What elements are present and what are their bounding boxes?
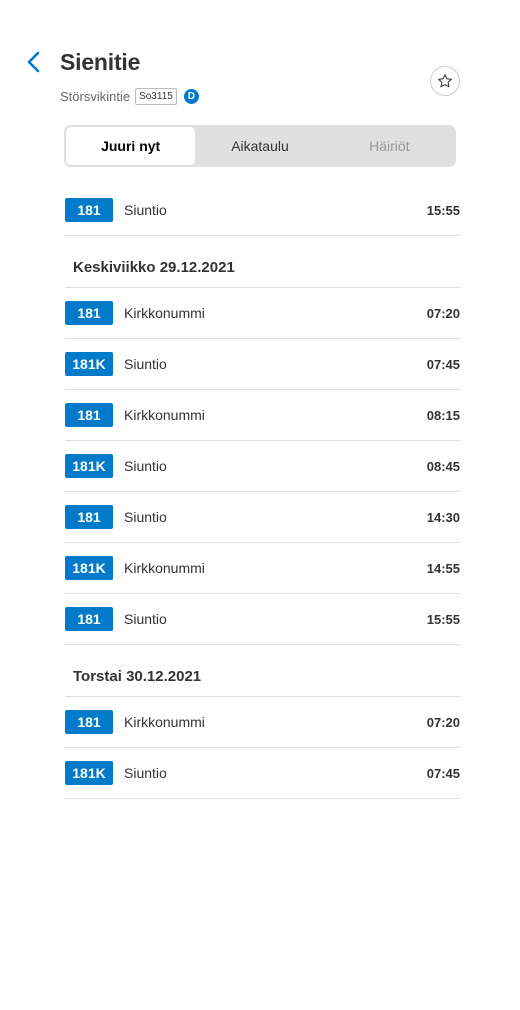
- departure-row[interactable]: 181K Siuntio 07:45: [65, 339, 460, 390]
- chevron-left-icon: [27, 51, 40, 73]
- departure-time: 15:55: [426, 202, 460, 218]
- departure-row[interactable]: 181 Siuntio 15:55: [65, 185, 460, 236]
- zone-badge: D: [183, 88, 199, 104]
- departure-time: 08:45: [426, 458, 460, 474]
- route-badge: 181K: [65, 454, 113, 478]
- departure-time: 15:55: [426, 611, 460, 627]
- headsign: Siuntio: [124, 356, 167, 372]
- route-badge: 181: [65, 710, 113, 734]
- departure-row[interactable]: 181K Kirkkonummi 14:55: [65, 543, 460, 594]
- departure-row[interactable]: 181K Siuntio 08:45: [65, 441, 460, 492]
- departure-row[interactable]: 181 Kirkkonummi 08:15: [65, 390, 460, 441]
- departure-row[interactable]: 181 Siuntio 14:30: [65, 492, 460, 543]
- route-badge: 181: [65, 301, 113, 325]
- departure-list: 181 Siuntio 15:55 Keskiviikko 29.12.2021…: [65, 185, 460, 799]
- route-badge: 181K: [65, 352, 113, 376]
- street-name: Störsvikintie: [60, 88, 131, 104]
- tab-hairiot[interactable]: Häiriöt: [369, 138, 410, 154]
- route-badge: 181K: [65, 556, 113, 580]
- route-badge: 181: [65, 607, 113, 631]
- back-button[interactable]: [20, 48, 48, 76]
- departure-time: 07:20: [426, 714, 460, 730]
- departure-time: 14:55: [426, 560, 460, 576]
- departure-row[interactable]: 181K Siuntio 07:45: [65, 748, 460, 799]
- favourite-button[interactable]: [430, 66, 460, 96]
- departure-time: 07:45: [426, 765, 460, 781]
- headsign: Kirkkonummi: [124, 714, 205, 730]
- departure-row[interactable]: 181 Kirkkonummi 07:20: [65, 288, 460, 339]
- tab-juuri-nyt[interactable]: Juuri nyt: [66, 127, 196, 165]
- departure-row[interactable]: 181 Kirkkonummi 07:20: [65, 697, 460, 748]
- headsign: Siuntio: [124, 458, 167, 474]
- route-badge: 181: [65, 198, 113, 222]
- tab-bar: Juuri nyt Aikataulu Häiriöt: [64, 125, 456, 167]
- departure-time: 08:15: [426, 407, 460, 423]
- headsign: Siuntio: [124, 611, 167, 627]
- headsign: Kirkkonummi: [124, 407, 205, 423]
- headsign: Siuntio: [124, 509, 167, 525]
- stop-code-badge: So3115: [135, 87, 177, 105]
- departure-row[interactable]: 181 Siuntio 15:55: [65, 594, 460, 645]
- route-badge: 181: [65, 403, 113, 427]
- page-title: Sienitie: [60, 49, 141, 75]
- route-badge: 181: [65, 505, 113, 529]
- headsign: Kirkkonummi: [124, 560, 205, 576]
- day-header: Keskiviikko 29.12.2021: [65, 236, 460, 288]
- headsign: Siuntio: [124, 765, 167, 781]
- departure-time: 07:20: [426, 305, 460, 321]
- tab-aikataulu[interactable]: Aikataulu: [231, 138, 289, 154]
- day-header: Torstai 30.12.2021: [65, 645, 460, 697]
- headsign: Kirkkonummi: [124, 305, 205, 321]
- headsign: Siuntio: [124, 202, 167, 218]
- stop-info: Störsvikintie So3115 D: [60, 86, 199, 106]
- star-outline-icon: [438, 74, 452, 88]
- route-badge: 181K: [65, 761, 113, 785]
- departure-time: 07:45: [426, 356, 460, 372]
- departure-time: 14:30: [426, 509, 460, 525]
